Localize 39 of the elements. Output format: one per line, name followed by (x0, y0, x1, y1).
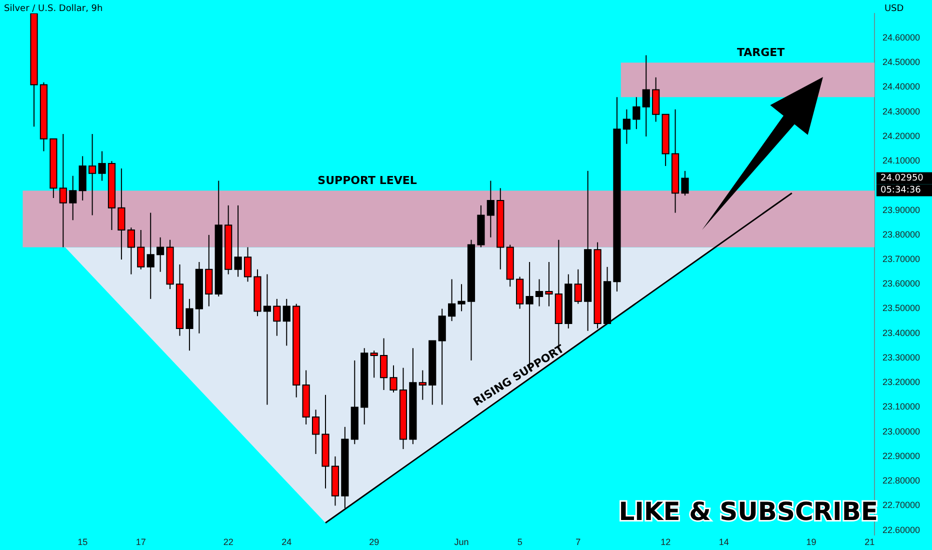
y-tick-label: 24.10000 (882, 156, 920, 166)
y-tick-label: 24.60000 (882, 32, 920, 42)
y-tick-label: 22.60000 (882, 524, 920, 535)
x-tick-label: 22 (223, 537, 234, 548)
y-tick-label: 23.20000 (882, 377, 920, 388)
y-tick-label: 23.30000 (882, 352, 920, 362)
x-tick-label: 21 (864, 537, 875, 548)
x-tick-label: 24 (282, 537, 292, 548)
x-tick-label: 7 (576, 537, 581, 548)
y-tick-label: 22.70000 (882, 500, 920, 510)
chart-title: Silver / U.S. Dollar, 9h (4, 4, 103, 14)
x-tick-label: Jun (454, 537, 469, 548)
y-tick-label: 24.30000 (882, 106, 920, 116)
y-tick-label: 23.10000 (882, 402, 920, 412)
y-tick-label: 24.50000 (882, 57, 920, 68)
x-tick-label: 14 (718, 537, 729, 548)
x-tick-label: 12 (660, 537, 671, 548)
y-tick-label: 23.70000 (882, 254, 920, 264)
annotation: LIKE & SUBSCRIBE (618, 497, 878, 526)
text: 24.02950 (880, 174, 924, 184)
x-tick-label: 5 (517, 537, 522, 548)
x-tick-label: 29 (369, 537, 380, 548)
y-tick-label: 23.60000 (882, 278, 920, 289)
y-tick-label: 22.90000 (882, 450, 920, 461)
y-tick-label: 24.20000 (882, 130, 920, 141)
text: 05:34:36 (880, 186, 922, 196)
x-tick-label: 15 (78, 537, 88, 548)
y-tick-label: 23.50000 (882, 303, 920, 314)
y-tick-label: 24.40000 (882, 82, 920, 92)
band-label: TARGET (736, 46, 786, 59)
y-tick-label: 23.00000 (882, 426, 920, 436)
y-tick-label: 22.80000 (882, 476, 920, 486)
band-label: SUPPORT LEVEL (318, 174, 417, 187)
y-axis-title: USD (884, 4, 904, 14)
x-tick-label: 19 (806, 537, 816, 548)
y-tick-label: 23.90000 (882, 204, 920, 215)
x-tick-label: 17 (136, 537, 146, 548)
y-tick-label: 23.80000 (882, 229, 920, 240)
y-tick-label: 23.40000 (882, 328, 920, 338)
